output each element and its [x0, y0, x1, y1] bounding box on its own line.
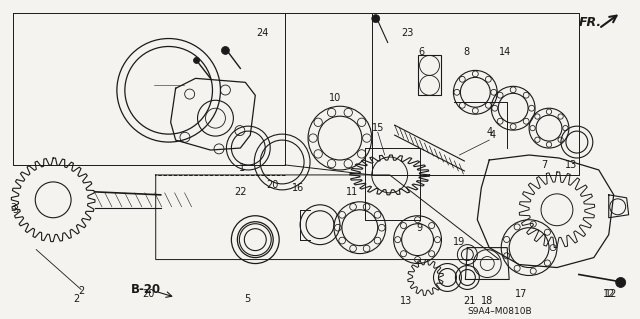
Text: 9: 9	[417, 223, 422, 233]
Circle shape	[221, 47, 229, 55]
Text: 19: 19	[453, 237, 465, 247]
Circle shape	[193, 57, 200, 63]
Text: 4: 4	[486, 127, 492, 137]
Text: 24: 24	[256, 27, 268, 38]
Text: B-20: B-20	[131, 283, 161, 296]
Text: 7: 7	[541, 160, 547, 170]
Circle shape	[372, 15, 380, 23]
Text: 20: 20	[143, 289, 155, 300]
Text: 11: 11	[346, 187, 358, 197]
Text: 12: 12	[605, 289, 617, 300]
Text: 22: 22	[234, 187, 246, 197]
Text: FR.: FR.	[579, 16, 602, 29]
Text: 2: 2	[78, 286, 84, 296]
Text: 10: 10	[329, 93, 341, 103]
Text: 8: 8	[463, 48, 469, 57]
Text: 20: 20	[266, 180, 278, 190]
Circle shape	[616, 278, 626, 287]
Text: 6: 6	[419, 48, 424, 57]
Text: 15: 15	[372, 123, 384, 133]
Text: 21: 21	[463, 296, 476, 306]
Text: 13: 13	[564, 160, 577, 170]
Text: 23: 23	[401, 27, 414, 38]
Text: 18: 18	[481, 296, 493, 306]
Text: 12: 12	[602, 289, 615, 300]
Text: 5: 5	[244, 294, 250, 304]
Text: 14: 14	[499, 48, 511, 57]
Text: 1: 1	[239, 163, 245, 173]
Text: 3: 3	[10, 203, 17, 213]
Text: 2: 2	[73, 294, 79, 304]
Text: 16: 16	[292, 183, 304, 193]
Text: 17: 17	[515, 289, 527, 300]
Text: 13: 13	[399, 296, 412, 306]
Text: 4: 4	[489, 130, 495, 140]
Text: S9A4–M0810B: S9A4–M0810B	[467, 307, 532, 316]
Text: 3: 3	[12, 205, 19, 215]
